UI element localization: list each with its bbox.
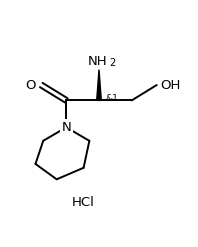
Text: &1: &1 <box>106 94 119 103</box>
Text: O: O <box>25 79 35 91</box>
Polygon shape <box>97 70 101 101</box>
Text: 2: 2 <box>109 58 116 68</box>
Text: HCl: HCl <box>72 196 95 209</box>
Text: N: N <box>61 121 71 134</box>
Text: OH: OH <box>161 79 181 91</box>
Text: NH: NH <box>87 55 107 68</box>
